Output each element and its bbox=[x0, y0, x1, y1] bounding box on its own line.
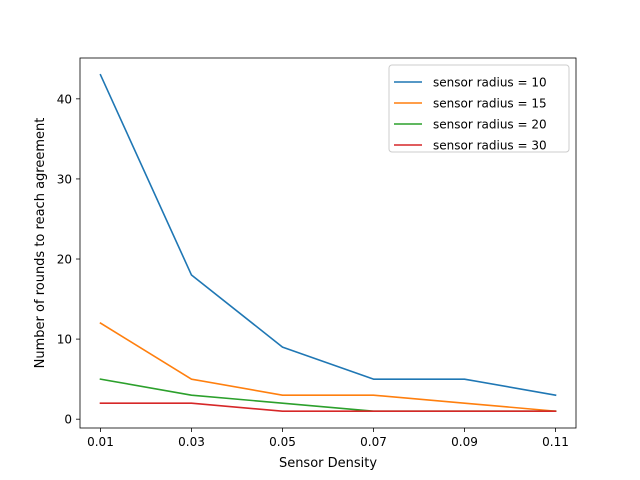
y-axis-label: Number of rounds to reach agreement bbox=[33, 118, 48, 369]
x-tick-label: 0.09 bbox=[451, 435, 478, 449]
axis-ticks: 0.01 0.03 0.05 0.07 0.09 0.11 0 10 20 30 40 bbox=[57, 92, 569, 449]
legend-label-4: sensor radius = 30 bbox=[433, 139, 547, 153]
series-line-4 bbox=[99, 402, 557, 412]
x-axis-label: Sensor Density bbox=[279, 456, 377, 471]
legend-label-1: sensor radius = 10 bbox=[433, 76, 547, 90]
y-tick-label: 10 bbox=[57, 333, 72, 347]
y-tick-label: 0 bbox=[64, 413, 72, 427]
y-tick-label: 20 bbox=[57, 253, 72, 267]
x-tick-label: 0.07 bbox=[360, 435, 387, 449]
legend-label-2: sensor radius = 15 bbox=[433, 97, 547, 111]
x-tick-label: 0.05 bbox=[269, 435, 296, 449]
x-tick-label: 0.11 bbox=[542, 435, 569, 449]
series-line-1 bbox=[99, 73, 557, 397]
plot-frame bbox=[79, 57, 577, 429]
y-tick-label: 40 bbox=[57, 92, 72, 106]
legend-box bbox=[388, 64, 570, 153]
legend: sensor radius = 10 sensor radius = 15 sens… bbox=[388, 64, 570, 153]
legend-label-3: sensor radius = 20 bbox=[433, 118, 547, 132]
y-tick-label: 30 bbox=[57, 172, 72, 186]
x-tick-label: 0.01 bbox=[87, 435, 114, 449]
series-line-2 bbox=[99, 321, 557, 413]
series-layer bbox=[99, 73, 557, 413]
x-tick-label: 0.03 bbox=[178, 435, 205, 449]
